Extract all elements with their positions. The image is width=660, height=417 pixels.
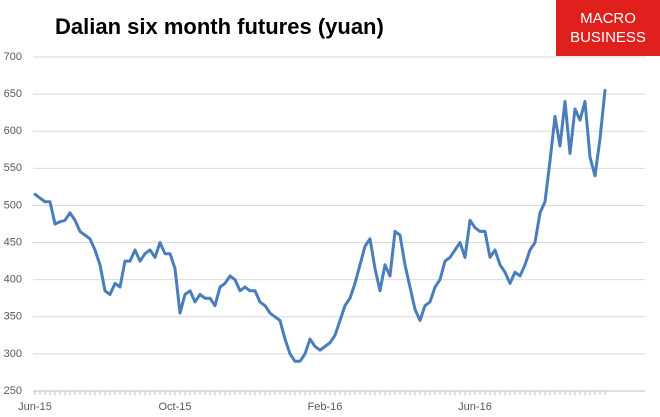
y-tick-label: 500 [4,199,22,211]
x-tick-label: Jun-16 [458,401,492,413]
y-tick-label: 250 [4,385,22,397]
x-tick-label: Feb-16 [308,401,343,413]
x-tick-label: Jun-15 [18,401,52,413]
y-tick-label: 600 [4,125,22,137]
y-tick-label: 450 [4,236,22,248]
x-tick-label: Oct-15 [158,401,191,413]
y-tick-label: 350 [4,311,22,323]
logo-text: MACRO [580,10,636,27]
y-tick-label: 300 [4,348,22,360]
y-tick-label: 700 [4,51,22,63]
y-tick-label: 650 [4,88,22,100]
data-line [33,88,607,363]
logo-box [556,0,660,56]
logo-text: BUSINESS [570,29,646,46]
y-tick-label: 550 [4,162,22,174]
y-tick-label: 400 [4,274,22,286]
chart-title: Dalian six month futures (yuan) [55,14,384,39]
